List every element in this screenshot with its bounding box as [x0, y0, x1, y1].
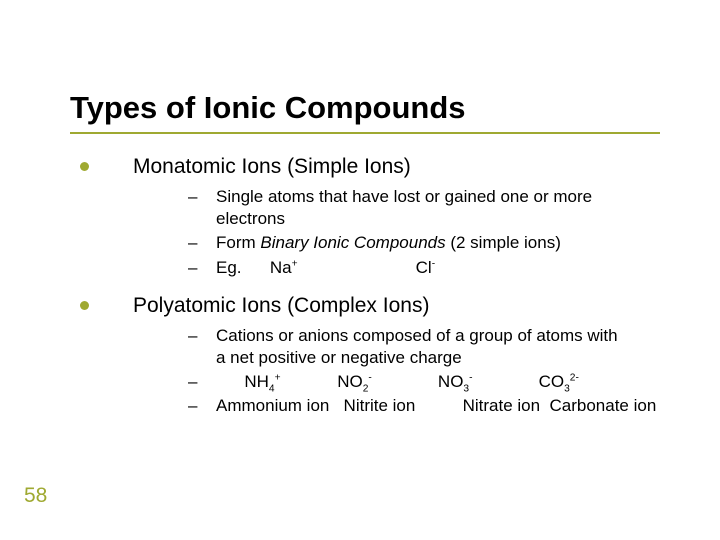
page-number: 58 [24, 484, 47, 508]
dash-icon: – [188, 257, 198, 279]
sub-bullet-text: Ammonium ion Nitrite ion Nitrate ion Car… [216, 395, 656, 417]
sub-bullet-list: –Single atoms that have lost or gained o… [188, 186, 630, 278]
sub-bullet-item: – NH4+ NO2- NO3- CO32- [188, 371, 630, 393]
bullet-label: Polyatomic Ions (Complex Ions) [133, 293, 429, 319]
dash-icon: – [188, 371, 198, 393]
dash-icon: – [188, 232, 198, 254]
slide: Types of Ionic Compounds Monatomic Ions … [0, 0, 720, 540]
sub-bullet-item: –Eg. Na+ Cl- [188, 257, 630, 279]
bullet-item: Monatomic Ions (Simple Ions) [70, 154, 660, 180]
dash-icon: – [188, 186, 198, 208]
slide-title: Types of Ionic Compounds [70, 90, 660, 126]
sub-bullet-text: Cations or anions composed of a group of… [216, 325, 630, 369]
sub-bullet-item: –Form Binary Ionic Compounds (2 simple i… [188, 232, 630, 254]
bullet-item: Polyatomic Ions (Complex Ions) [70, 293, 660, 319]
dash-icon: – [188, 395, 198, 417]
sub-bullet-text: NH4+ NO2- NO3- CO32- [216, 371, 579, 393]
bullet-label: Monatomic Ions (Simple Ions) [133, 154, 411, 180]
sub-bullet-text: Eg. Na+ Cl- [216, 257, 435, 279]
sub-bullet-item: –Ammonium ion Nitrite ion Nitrate ion Ca… [188, 395, 630, 417]
sub-bullet-list: –Cations or anions composed of a group o… [188, 325, 630, 417]
sub-bullet-item: –Cations or anions composed of a group o… [188, 325, 630, 369]
title-underline [70, 132, 660, 134]
dash-icon: – [188, 325, 198, 347]
sub-bullet-item: –Single atoms that have lost or gained o… [188, 186, 630, 230]
sub-bullet-text: Single atoms that have lost or gained on… [216, 186, 630, 230]
bullet-dot-icon [80, 162, 89, 171]
sub-bullet-text: Form Binary Ionic Compounds (2 simple io… [216, 232, 561, 254]
slide-body: Monatomic Ions (Simple Ions)–Single atom… [70, 154, 660, 417]
bullet-dot-icon [80, 301, 89, 310]
